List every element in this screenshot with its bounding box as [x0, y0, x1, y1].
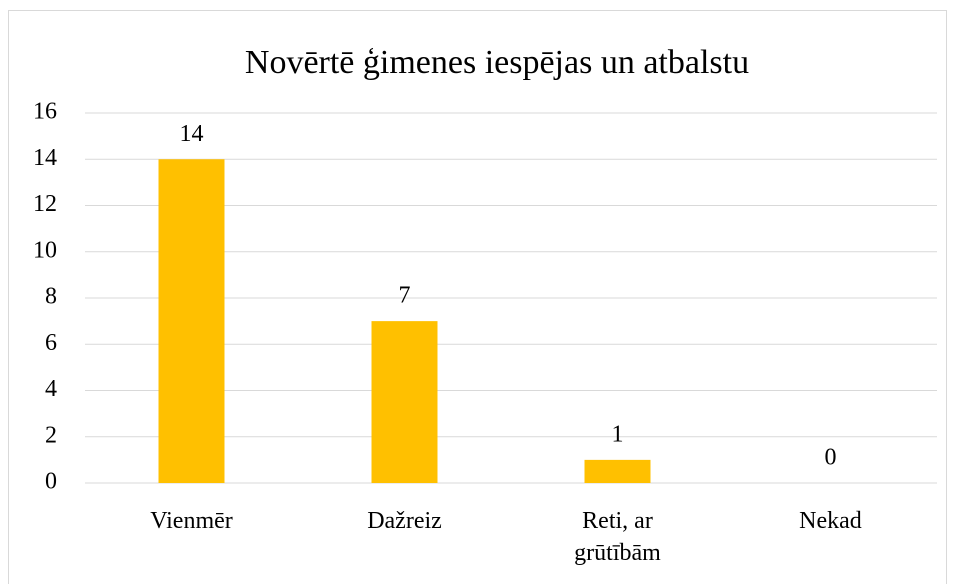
data-label: 0	[825, 445, 837, 471]
y-tick-label: 0	[45, 469, 57, 495]
x-tick-label: Reti, ar grūtībām	[574, 508, 661, 566]
bar	[158, 159, 225, 483]
x-tick-label: Vienmēr	[150, 508, 233, 534]
x-tick-label: Nekad	[799, 508, 862, 534]
y-tick-label: 12	[33, 191, 57, 217]
y-tick-label: 6	[45, 330, 57, 356]
y-tick-label: 10	[33, 237, 57, 263]
chart-border	[8, 10, 947, 584]
y-tick-label: 14	[33, 145, 57, 171]
x-tick-label: Dažreiz	[367, 508, 442, 534]
y-tick-label: 16	[33, 99, 57, 125]
y-tick-label: 4	[45, 376, 57, 402]
data-label: 14	[180, 121, 204, 147]
y-tick-label: 8	[45, 284, 57, 310]
bar	[371, 321, 438, 483]
bar	[584, 459, 651, 483]
chart-title: Novērtē ģimenes iespējas un atbalstu	[245, 44, 749, 81]
data-label: 7	[399, 283, 411, 309]
y-tick-label: 2	[45, 422, 57, 448]
data-label: 1	[612, 421, 624, 447]
